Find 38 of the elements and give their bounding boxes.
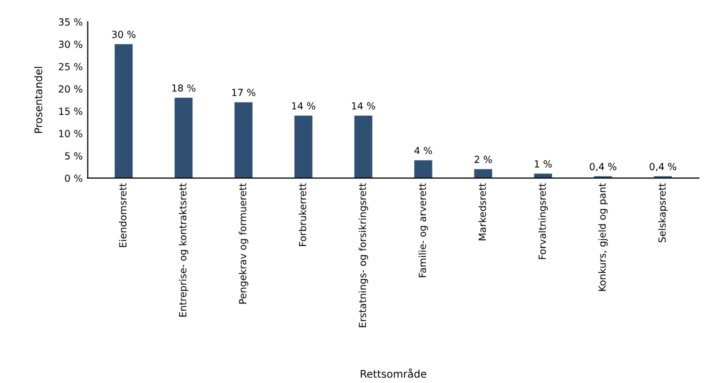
x-tick-label: Entreprise- og kontraktsrett: [178, 183, 188, 317]
x-tick-label: Familie- og arverett: [418, 183, 428, 278]
data-label: 30 %: [112, 30, 136, 38]
y-axis-title: Prosentandel: [34, 66, 42, 133]
data-label: 2 %: [474, 156, 492, 164]
data-label: 17 %: [232, 88, 256, 96]
y-tick-label: 35 %: [58, 18, 82, 26]
bar: [294, 116, 312, 178]
bar: [474, 169, 492, 178]
y-tick-label: 25 %: [58, 62, 82, 70]
data-label: 0,4 %: [650, 162, 676, 172]
x-axis-title: Rettsområde: [360, 368, 426, 378]
y-tick-label: 0 %: [64, 174, 82, 182]
x-tick-label: Pengekrav og formuerett: [238, 183, 248, 304]
x-tick-label: Konkurs, gjeld og pant: [598, 183, 608, 291]
data-label: 14 %: [292, 102, 316, 110]
bar: [534, 174, 552, 178]
x-tick-label: Forvaltningsrett: [538, 183, 548, 260]
y-tick-label: 20 %: [58, 85, 82, 93]
data-label: 4 %: [414, 146, 432, 154]
y-tick-label: 15 %: [59, 108, 82, 115]
y-tick-label: 10 %: [59, 130, 82, 138]
data-label: 0,4 %: [590, 162, 616, 172]
data-label: 18 %: [172, 84, 196, 92]
x-tick-label: Selskapsrett: [658, 183, 668, 242]
y-tick-label: 5 %: [65, 152, 82, 160]
x-tick-label: Markedsrett: [478, 183, 486, 240]
bar: [114, 44, 133, 178]
x-tick-label: Erstatnings- og forsikringsrett: [358, 183, 368, 328]
x-tick-label: Eiendomsrett: [118, 183, 126, 248]
data-label: 14 %: [352, 102, 376, 110]
bar: [414, 160, 432, 178]
bar: [174, 98, 193, 178]
y-tick-label: 30 %: [58, 40, 82, 48]
x-tick-label: Forbrukerrett: [298, 183, 306, 246]
bar: [234, 102, 252, 178]
bar: [354, 116, 372, 178]
data-label: 1 %: [534, 160, 552, 168]
